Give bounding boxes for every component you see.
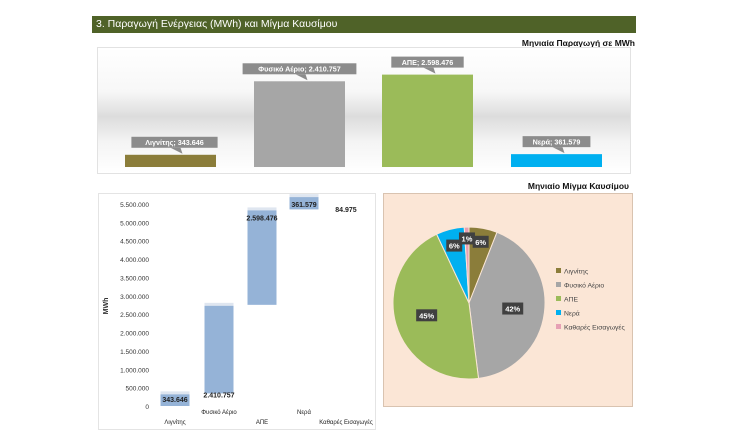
y-axis-label: MWh	[103, 298, 110, 315]
waterfall-bar-1	[160, 393, 190, 406]
y-tick-label: 2.500.000	[120, 312, 149, 319]
x-category-label: Λιγνίτης	[164, 420, 185, 426]
data-label-box-4	[522, 136, 591, 148]
legend-swatch-2	[556, 282, 561, 287]
waterfall-data-label-1: 343.646	[162, 397, 187, 404]
data-label-1: Λιγνίτης; 343.646	[145, 138, 204, 147]
mix-chart-title: Μηνιαίο Μίγμα Καυσίμου	[527, 181, 629, 191]
pie-label-box-2	[502, 302, 524, 315]
pie-label-box-1	[472, 235, 489, 248]
legend-swatch-5	[556, 324, 561, 329]
pie-data-label-3: 45%	[419, 311, 434, 320]
x-category-label: ΑΠΕ	[256, 420, 268, 426]
waterfall-chart: 0 500.000 1.000.000 1.500.000 2.000.000 2.500…	[98, 193, 376, 430]
pie-label-box-3	[416, 309, 438, 322]
section-header: 3. Παραγωγή Ενέργειας (MWh) και Μίγμα Κα…	[92, 16, 636, 33]
data-label-box-3	[391, 56, 464, 68]
data-label-3: ΑΠΕ; 2.598.476	[402, 58, 454, 67]
y-tick-label: 1.500.000	[120, 349, 149, 356]
y-tick-label: 0	[145, 404, 149, 411]
waterfall-bar-top-4	[289, 194, 319, 198]
waterfall-chart-svg: 0 500.000 1.000.000 1.500.000 2.000.000 2.500…	[103, 194, 373, 426]
data-label-pointer-3	[423, 67, 436, 74]
data-label-pointer-2	[295, 74, 308, 81]
production-chart: Λιγνίτης; 343.646 Φυσικό Αέριο; 2.410.757…	[97, 47, 631, 174]
y-tick-label: 4.000.000	[120, 257, 149, 264]
waterfall-bar-top-2	[204, 302, 234, 306]
pie-chart: 6% 42% 45% 6% 1% Λιγνίτης Φυσικό Αέριο ΑΠΕ Νερά Κ…	[383, 193, 633, 407]
bar-3	[382, 74, 473, 167]
y-tick-label: 4.500.000	[120, 239, 149, 246]
pie-chart-svg: 6% 42% 45% 6%1% Λιγνίτης Φυσικό Αέριο ΑΠΕ Νερά Κ…	[392, 226, 625, 380]
bar-2	[254, 81, 345, 167]
pie-label-box-4	[446, 239, 463, 252]
y-tick-label: 3.000.000	[120, 294, 149, 301]
y-tick-label: 1.000.000	[120, 367, 149, 374]
legend-swatch-1	[556, 268, 561, 273]
legend-swatch-3	[556, 296, 561, 301]
legend-label-5: Καθαρές Εισαγωγές	[564, 324, 625, 332]
pie-slice-3	[392, 233, 480, 380]
data-label-box-1	[131, 136, 218, 148]
bar-1	[125, 154, 216, 167]
data-label-pointer-4	[552, 147, 565, 154]
waterfall-data-label-4: 361.579	[291, 202, 316, 209]
production-chart-title: Μηνιαία Παραγωγή σε MWh	[521, 38, 635, 48]
pie-data-label-5: 1%	[462, 234, 473, 243]
pie-data-label-2: 42%	[505, 305, 520, 314]
waterfall-data-label-2: 2.410.757	[203, 392, 234, 399]
y-tick-label: 500.000	[126, 386, 150, 393]
production-chart-svg: Λιγνίτης; 343.646 Φυσικό Αέριο; 2.410.757…	[125, 56, 602, 167]
waterfall-data-label-3: 2.598.476	[246, 215, 277, 222]
legend-label-2: Φυσικό Αέριο	[564, 282, 604, 290]
waterfall-data-label-5: 84.975	[335, 207, 357, 214]
y-tick-label: 3.500.000	[120, 275, 149, 282]
legend-label-3: ΑΠΕ	[564, 297, 578, 304]
bar-4	[511, 154, 602, 167]
data-label-pointer-1	[170, 147, 183, 154]
data-label-box-2	[242, 63, 357, 75]
pie-slice-5	[463, 226, 470, 304]
x-category-label: Καθαρές Εισαγωγές	[319, 419, 373, 426]
y-tick-label: 5.500.000	[120, 202, 149, 209]
data-label-4: Νερά; 361.579	[533, 137, 581, 146]
y-tick-label: 5.000.000	[120, 220, 149, 227]
waterfall-bar-3	[247, 209, 277, 305]
legend-label-1: Λιγνίτης	[564, 268, 589, 276]
legend-swatch-4	[556, 310, 561, 315]
waterfall-bar-4	[289, 196, 319, 210]
pie-label-box-5	[458, 232, 475, 245]
pie-data-label-4: 6%	[449, 242, 460, 251]
pie-data-label-1: 6%	[475, 238, 486, 247]
data-label-2: Φυσικό Αέριο; 2.410.757	[258, 65, 341, 74]
waterfall-bar-top-3	[247, 207, 277, 211]
waterfall-bar-top-1	[160, 391, 190, 395]
x-category-label: Φυσικό Αέριο	[201, 409, 237, 416]
waterfall-bar-2	[204, 304, 234, 394]
legend-label-4: Νερά	[564, 310, 580, 318]
y-tick-label: 2.000.000	[120, 331, 149, 338]
x-category-label: Νερά	[297, 409, 311, 416]
